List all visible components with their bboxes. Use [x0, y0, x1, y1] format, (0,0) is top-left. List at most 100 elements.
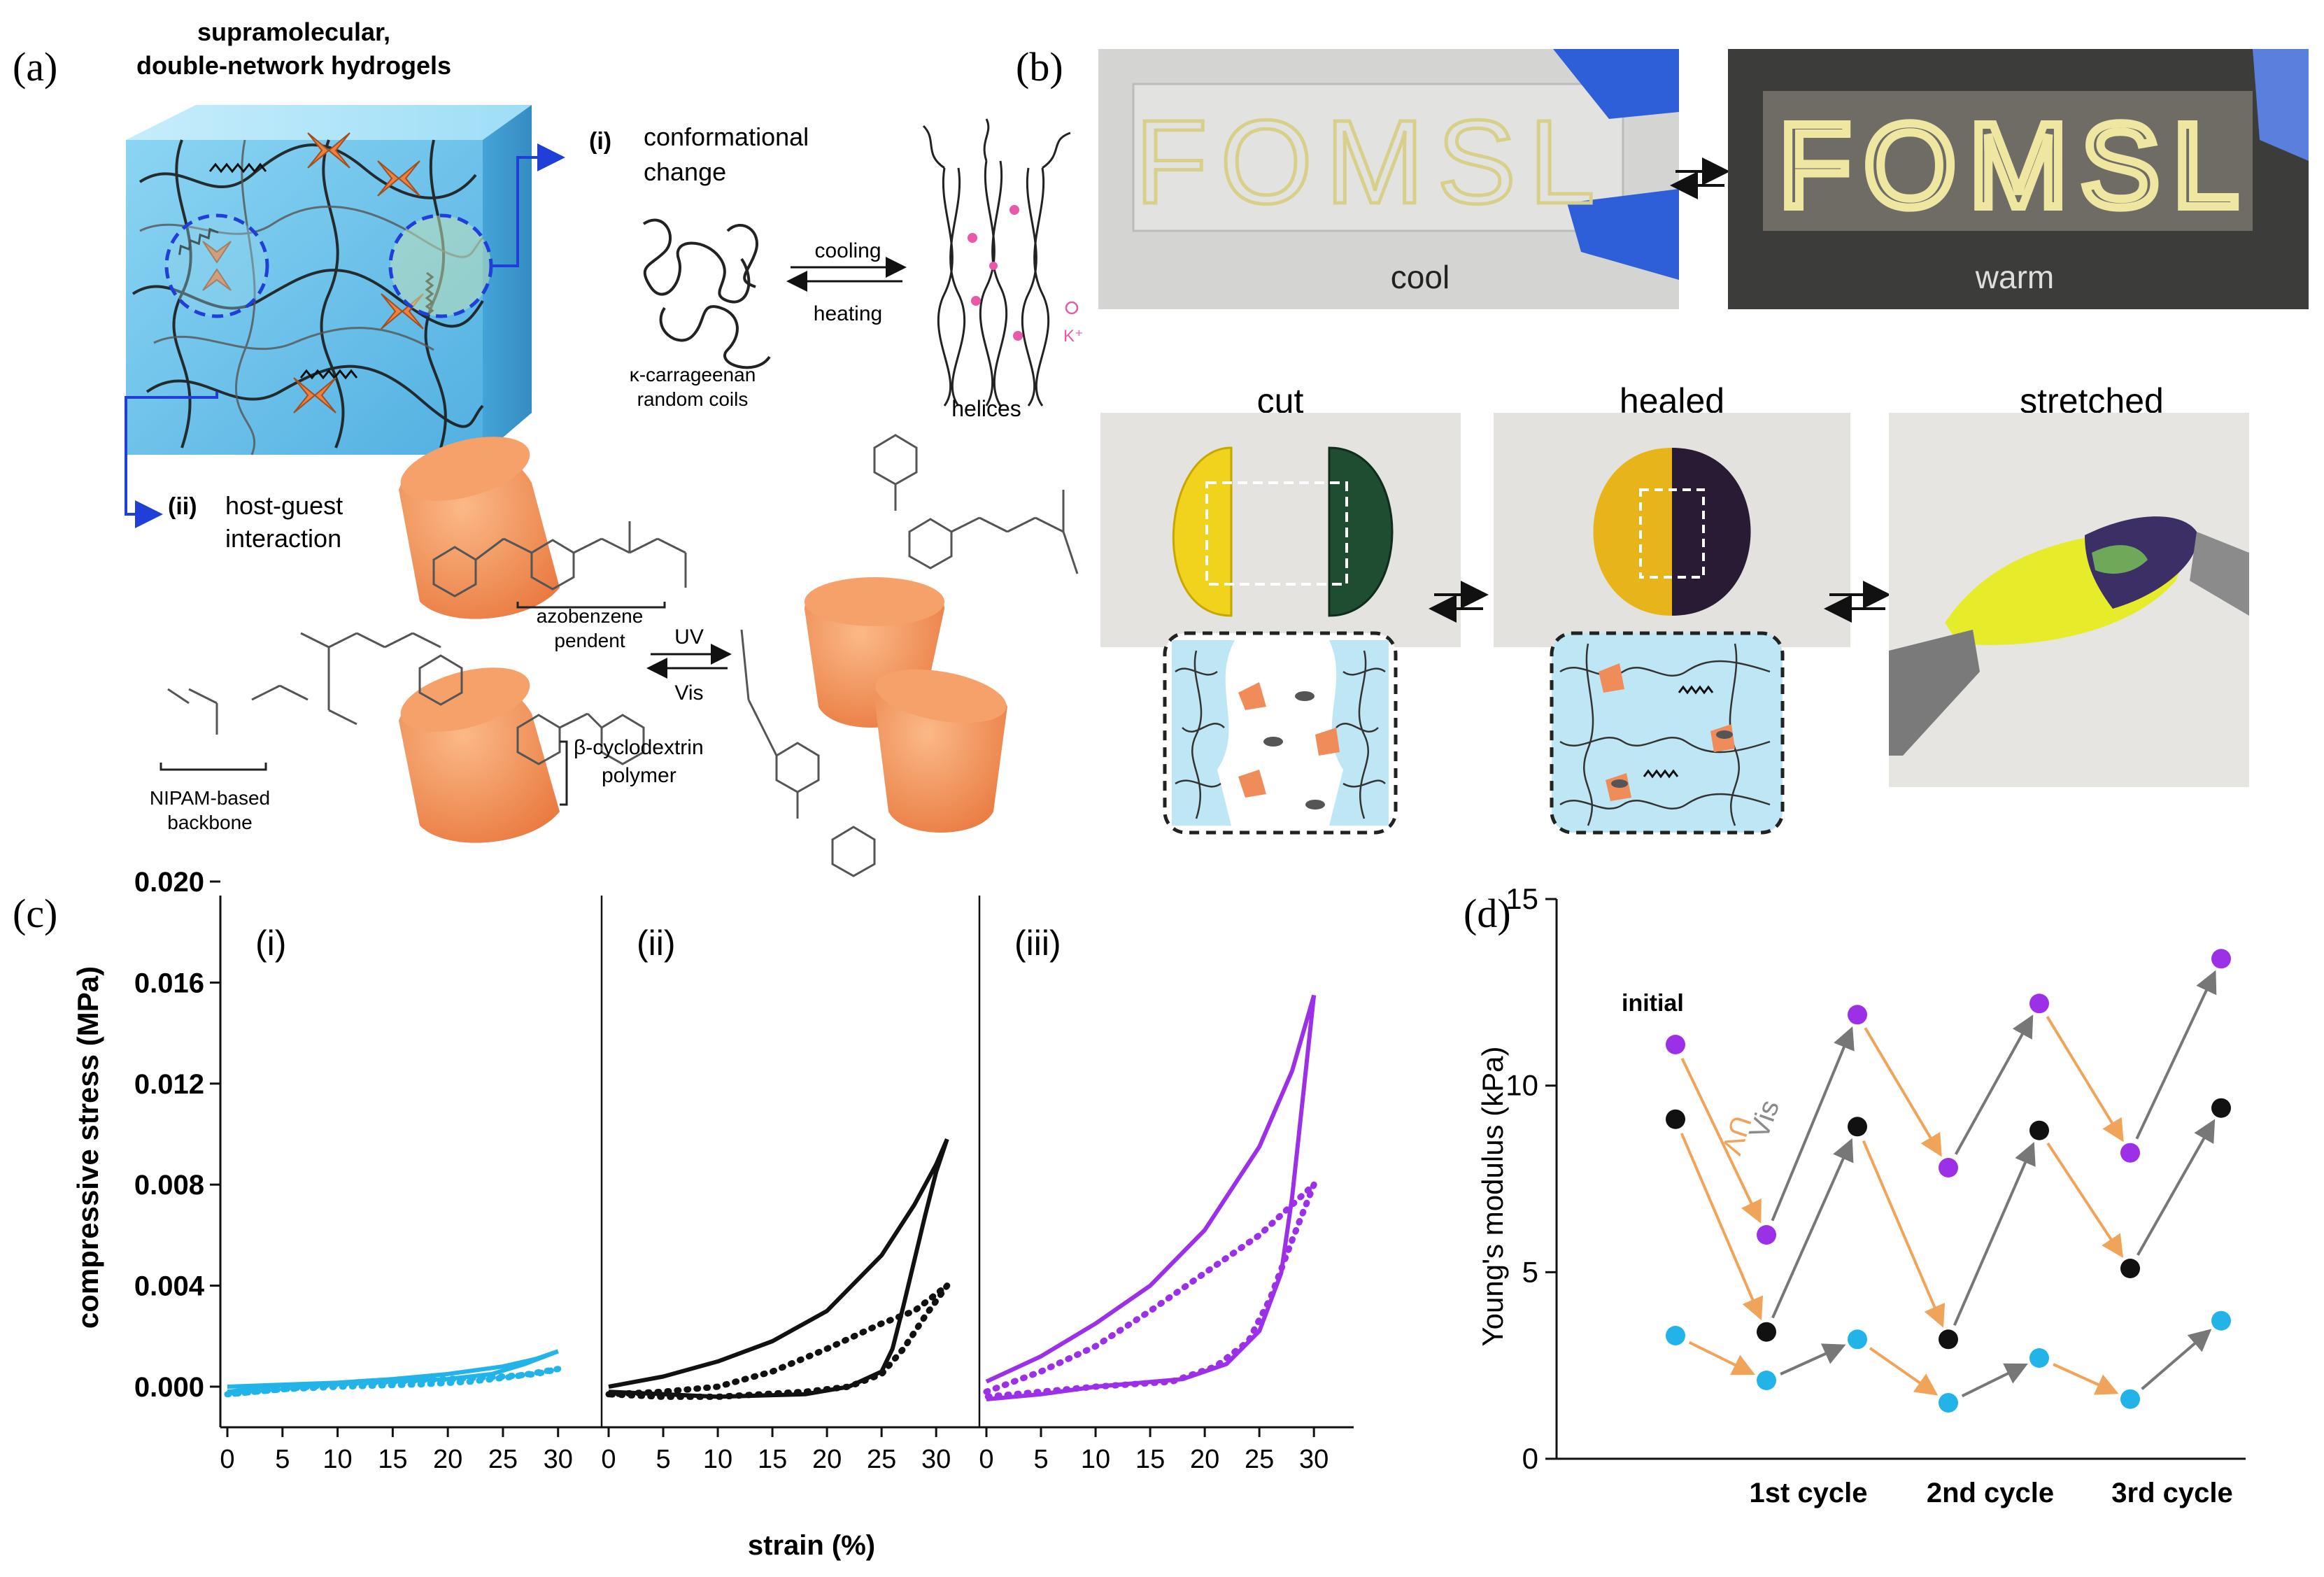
c-x-tick-label: 15 [378, 1445, 407, 1474]
d-data-point [1757, 1371, 1776, 1390]
panel-a: (a) supramolecular, double-network hydro… [13, 17, 1084, 877]
d-data-point [1666, 1035, 1685, 1054]
label-interaction: interaction [225, 524, 341, 553]
d-arrow-vis [1954, 1014, 2034, 1155]
label-change: change [644, 157, 726, 186]
label-azobenzene: azobenzene [537, 605, 644, 627]
ion-icon [1065, 301, 1079, 315]
label-helices: helices [951, 396, 1021, 421]
d-arrow-vis [2137, 1119, 2216, 1256]
d-data-point [1757, 1322, 1776, 1342]
c-x-tick-label: 30 [1299, 1445, 1328, 1474]
c-x-tick-label: 0 [220, 1445, 234, 1474]
d-data-point [2120, 1143, 2140, 1163]
c-x-tick-label: 0 [979, 1445, 993, 1474]
d-arrow-vis [1771, 1138, 1854, 1319]
panel-b-letter: (b) [1016, 44, 1063, 90]
d-data-point [2211, 1310, 2231, 1331]
c-y-tick-label: 0.016 [134, 968, 204, 998]
panel-a-letter: (a) [13, 44, 57, 90]
c-x-tick-label: 5 [656, 1445, 670, 1474]
panel-c-xlabel: strain (%) [748, 1530, 875, 1561]
d-y-tick-label: 0 [1522, 1442, 1538, 1475]
label-random-coils: random coils [637, 388, 749, 410]
d-arrow-vis [2135, 970, 2217, 1140]
label-heating: heating [814, 302, 882, 325]
d-data-point [2211, 1098, 2231, 1118]
d-arrow-vis [2141, 1329, 2212, 1390]
label-nipam: NIPAM-based [150, 787, 270, 809]
photo-cut [1100, 413, 1461, 647]
panel-a-title-line1: supramolecular, [197, 17, 390, 46]
c-subplot-label: (ii) [637, 924, 676, 963]
stress-strain-chart: 0.020 0.016 0.012 0.008 0.004 0.000 0 5 10 15 20 25… [134, 867, 1354, 1474]
c-x-tick-label: 25 [488, 1445, 518, 1474]
c-x-tick-label: 15 [758, 1445, 787, 1474]
c-y-tick-label: 0.008 [134, 1170, 204, 1201]
d-arrow-uv [1864, 1027, 1942, 1157]
d-arrow-uv [1680, 1133, 1764, 1321]
c-curve-dotted-unloading [605, 1282, 951, 1400]
label-ion: K⁺ [1063, 327, 1084, 346]
label-pendent: pendent [554, 630, 625, 651]
panel-c-letter: (c) [13, 891, 57, 936]
d-data-point [1848, 1005, 1867, 1025]
d-arrow-vis [1953, 1142, 2036, 1326]
cyclodextrin-cone-lower [399, 667, 560, 843]
label-warm: warm [1975, 259, 2054, 295]
c-x-tick-label: 10 [703, 1445, 732, 1474]
c-x-tick-label: 10 [323, 1445, 352, 1474]
photo-cool: FOMSL cool [1098, 49, 1679, 309]
helices-drawing [922, 118, 1071, 406]
c-x-tick-label: 15 [1135, 1445, 1165, 1474]
c-x-tick-label: 5 [275, 1445, 290, 1474]
c-y-tick-label: 0.020 [134, 867, 204, 898]
d-arrow-vis [1961, 1363, 2028, 1398]
label-uv-a: UV [674, 625, 704, 649]
d-data-point [2029, 1120, 2049, 1140]
c-x-tick-label: 20 [812, 1445, 842, 1474]
c-subplot-label: (i) [255, 924, 286, 963]
c-curve-dotted-loading [605, 1282, 951, 1398]
c-y-tick-label: 0.000 [134, 1372, 204, 1403]
d-data-point [1939, 1329, 1958, 1350]
cyclodextrin-cone-free-lower [874, 669, 1007, 833]
photo-stretched [1889, 413, 2249, 787]
d-arrow-uv [2046, 1142, 2124, 1258]
c-curve-solid-unloading [986, 995, 1317, 1401]
d-arrow-vis [1780, 1343, 1846, 1376]
c-curve-dotted-unloading [983, 1181, 1317, 1400]
d-data-point [2120, 1259, 2140, 1278]
label-i-marker: (i) [589, 128, 611, 155]
label-initial: initial [1622, 990, 1684, 1017]
d-data-point [2120, 1389, 2140, 1409]
photo-text-warm: FOMSL [1778, 99, 2251, 232]
c-y-tick-label: 0.012 [134, 1069, 204, 1100]
hydrogel-cube [126, 105, 532, 455]
panel-c: (c) compressive stress (MPa) strain (%) … [13, 867, 1354, 1561]
c-x-tick-label: 5 [1033, 1445, 1048, 1474]
photo-text-cool: FOMSL [1135, 96, 1608, 229]
c-subplot-label: (iii) [1014, 924, 1061, 963]
label-conformational: conformational [644, 122, 809, 151]
d-data-point [1939, 1393, 1958, 1413]
d-arrow-uv [1688, 1341, 1755, 1376]
label-cyclodextrin: β-cyclodextrin [574, 736, 704, 759]
d-arrow-uv [2046, 1016, 2124, 1143]
photo-warm: FOMSL warm [1728, 49, 2309, 309]
azobenzene-structure-left [167, 521, 687, 765]
photo-healed [1494, 413, 1850, 647]
schematic-healed [1550, 631, 1785, 835]
label-backbone: backbone [167, 812, 252, 833]
d-arrow-uv [2053, 1363, 2119, 1395]
d-data-point [1848, 1117, 1867, 1137]
c-y-tick-label: 0.004 [134, 1271, 205, 1302]
d-data-point [1666, 1109, 1685, 1129]
c-curve-solid-loading [608, 1138, 949, 1389]
label-cooling: cooling [814, 239, 881, 262]
d-data-point [1939, 1158, 1958, 1178]
c-x-tick-label: 20 [433, 1445, 462, 1474]
d-data-point [2211, 949, 2231, 969]
panel-c-ylabel: compressive stress (MPa) [71, 966, 104, 1329]
youngs-modulus-chart: 0 5 10 15 1st cycle 2nd cycle 3rd cycle [1505, 882, 2246, 1508]
